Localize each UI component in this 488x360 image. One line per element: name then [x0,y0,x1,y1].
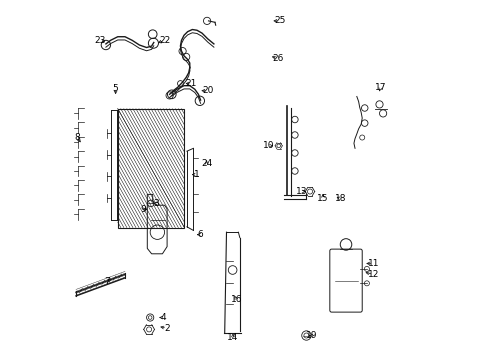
Text: 16: 16 [230,295,242,304]
Text: 14: 14 [227,333,238,342]
Text: 8: 8 [74,133,80,142]
Text: 20: 20 [202,86,213,95]
Text: 25: 25 [274,16,285,25]
Text: 26: 26 [271,54,283,63]
Text: 21: 21 [185,79,197,88]
Text: 18: 18 [335,194,346,203]
FancyBboxPatch shape [329,249,362,312]
Text: 12: 12 [367,270,378,279]
Text: 15: 15 [317,194,328,203]
Bar [118,109,184,228]
Text: 11: 11 [367,259,378,268]
Text: 23: 23 [94,36,105,45]
Text: 5: 5 [113,84,118,93]
Text: 4: 4 [161,313,166,322]
Text: 2: 2 [164,324,169,333]
Text: 22: 22 [159,36,170,45]
Text: 13: 13 [295,187,306,196]
Text: 19: 19 [306,331,317,340]
Text: 7: 7 [104,277,110,286]
Text: 3: 3 [153,199,159,208]
Text: 9: 9 [140,205,145,214]
Text: 6: 6 [197,230,203,239]
Text: 24: 24 [201,159,212,168]
Text: 1: 1 [194,170,200,179]
Text: 17: 17 [374,83,386,91]
Text: 10: 10 [263,141,274,150]
